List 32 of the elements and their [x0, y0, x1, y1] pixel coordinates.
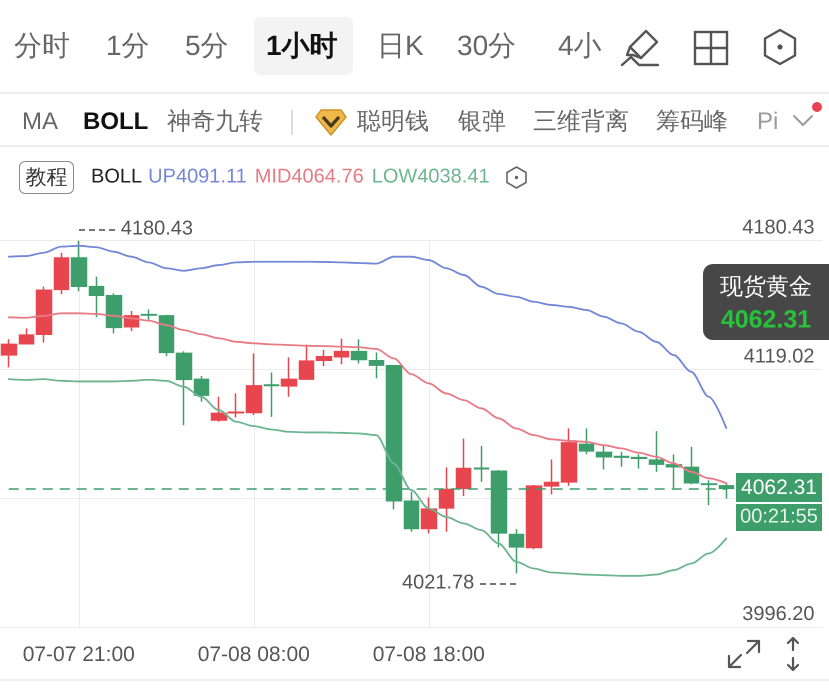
- text: 4062.31: [741, 476, 817, 500]
- text: 00:21:55: [740, 506, 818, 529]
- text: 1分: [106, 30, 150, 62]
- text: UP4091.11: [148, 166, 247, 188]
- text: 聪明钱: [357, 108, 429, 136]
- text: 日K: [377, 30, 424, 62]
- text: 30分: [457, 30, 516, 62]
- text: 1小时: [266, 30, 338, 62]
- text: BOLL: [83, 108, 148, 136]
- text: Pi: [757, 108, 778, 136]
- text: 银弹: [458, 108, 506, 136]
- x-tick-label: 07-07 21:00: [22, 643, 135, 666]
- annotation: 现货黄金: [720, 272, 812, 300]
- text: MID4064.76: [254, 166, 364, 188]
- text: 4小: [558, 30, 602, 62]
- legend-title: BOLL: [91, 166, 142, 188]
- text: 分时: [14, 30, 70, 62]
- annotation: 4021.78: [402, 572, 474, 595]
- text: LOW4038.41: [372, 166, 490, 188]
- text: MA: [22, 108, 58, 136]
- y-tick-label: 4119.02: [744, 345, 814, 368]
- annotation: 4180.43: [120, 217, 194, 240]
- x-tick-label: 07-08 08:00: [198, 643, 310, 666]
- y-tick-label: 4180.43: [742, 216, 814, 239]
- text: 教程: [26, 165, 68, 190]
- annotation: 4062.31: [720, 306, 812, 334]
- text: 筹码峰: [656, 108, 728, 136]
- text: 5分: [185, 30, 229, 62]
- y-tick-label: 3996.20: [742, 603, 814, 625]
- x-tick-label: 07-08 18:00: [372, 643, 485, 666]
- text: 三维背离: [533, 108, 629, 136]
- text: 神奇九转: [167, 108, 263, 136]
